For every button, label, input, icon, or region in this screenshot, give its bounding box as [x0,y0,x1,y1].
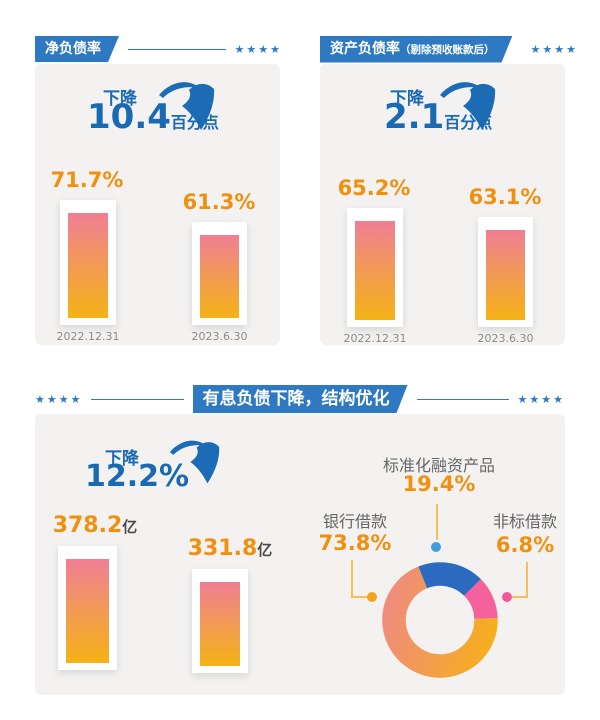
down-arrow-icon [440,82,496,130]
donut-label-standard: 标准化融资产品 [382,456,495,475]
net-debt-panel: 下降 10.4 百分点 71.7% 2022.12.31 61.3% 2023.… [35,64,280,345]
divider-line [128,48,226,50]
divider-line [416,398,509,400]
interest-debt-panel: 下降 12.2% 378.2亿 331.8亿 标准化融资产品 19.4% 银行借… [35,414,565,695]
bar-value-label: 61.3% [182,190,256,214]
bar-fill [486,230,525,320]
bar-value-unit: 亿 [257,541,273,559]
bar-value-unit: 亿 [122,518,138,536]
asset-liability-header: 资产负债率（剔除预收账款后） ★★★★ [320,36,576,63]
donut-label-nonstandard: 非标借款 [492,512,557,531]
bar-2023 [192,222,247,325]
bar-after [192,569,248,673]
callout-line [512,596,528,598]
asset-liability-drop-label: 下降 [390,89,424,109]
net-debt-drop-unit: 百分点 [170,113,219,132]
down-arrow-icon [159,82,215,130]
bar-fill [68,213,108,318]
bar-fill [66,559,109,663]
bar-date-label: 2022.12.31 [56,330,120,343]
bar-value-number: 378.2 [52,513,123,538]
stars-decoration: ★★★★ [530,42,578,56]
debt-structure-donut-chart [382,562,498,678]
bar-date-label: 2023.6.30 [191,330,248,343]
donut-value-standard: 19.4% [402,472,476,496]
net-debt-drop-label: 下降 [103,89,137,109]
stars-decoration: ★★★★ [517,392,565,406]
asset-liability-panel: 下降 2.1 百分点 65.2% 2022.12.31 63.1% 2023.6… [320,64,565,345]
interest-debt-drop-value: 12.2% [85,459,190,494]
asset-liability-drop-value-row: 2.1 百分点 [384,100,492,134]
divider-line [91,398,184,400]
bar-value-label: 378.2亿 [40,513,150,538]
asset-liability-title: 资产负债率 [330,40,400,57]
bar-fill [200,582,240,666]
legend-dot-standard [431,542,441,552]
bar-value-label: 65.2% [337,176,411,200]
interest-debt-title-tag: 有息负债下降，结构优化 [193,385,408,413]
legend-dot-nonstandard [502,592,512,602]
bar-date-label: 2022.12.31 [343,332,407,345]
bar-date-label: 2023.6.30 [477,332,534,345]
asset-liability-drop-unit: 百分点 [444,113,493,132]
bar-value-number: 331.8 [187,536,258,561]
asset-liability-drop-value: 2.1 [384,97,445,137]
callout-line [526,562,528,598]
donut-value-bank: 73.8% [318,531,392,555]
net-debt-header: 净负债率 ★★★★ [35,36,282,62]
donut-segment-bank [382,562,498,678]
bar-value-label: 63.1% [468,185,542,209]
bar-2022 [347,208,403,327]
bar-2023 [478,217,533,327]
net-debt-drop-value-row: 10.4 百分点 [87,100,219,134]
net-debt-title-tag: 净负债率 [35,36,119,62]
bar-2022 [60,200,116,325]
donut-segment-nonstandard [382,562,498,678]
legend-dot-bank [367,592,377,602]
asset-liability-title-tag: 资产负债率（剔除预收账款后） [320,36,513,63]
callout-line [351,596,369,598]
down-arrow-icon [169,440,220,484]
interest-debt-drop-value-row: 12.2% [85,462,189,492]
stars-decoration: ★★★★ [35,392,83,406]
net-debt-drop-value: 10.4 [87,97,171,137]
bar-before [58,546,117,670]
callout-line [436,504,438,540]
callout-line [351,560,353,598]
donut-value-nonstandard: 6.8% [495,533,555,557]
asset-liability-subtitle: （剔除预收账款后） [400,43,495,56]
interest-debt-drop-label: 下降 [105,449,139,469]
donut-label-bank: 银行借款 [322,512,387,531]
bar-value-label: 71.7% [50,168,124,192]
interest-debt-header: ★★★★ 有息负债下降，结构优化 ★★★★ [35,385,565,413]
bar-fill [200,235,239,318]
bar-fill [355,221,395,320]
stars-decoration: ★★★★ [234,42,282,56]
bar-value-label: 331.8亿 [175,536,285,561]
